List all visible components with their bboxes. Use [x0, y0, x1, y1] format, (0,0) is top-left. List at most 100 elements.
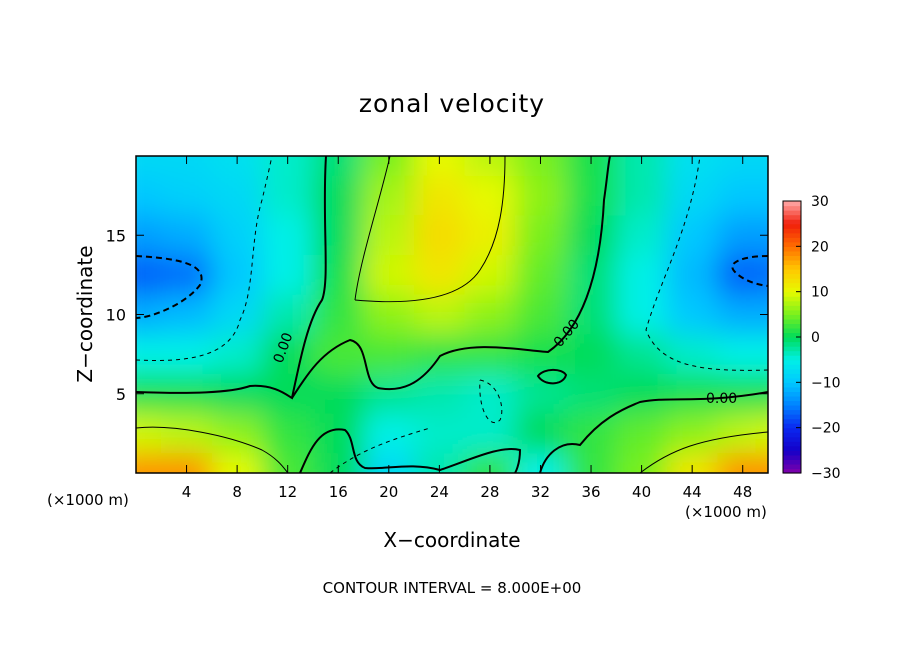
zero-contour-lower	[299, 428, 522, 473]
field-cell	[136, 156, 163, 177]
x-tick-label: 36	[581, 483, 600, 501]
positive-contour-lower-right	[639, 431, 768, 473]
field-cell	[262, 156, 314, 177]
x-tick-label: 4	[182, 483, 192, 501]
field-cell	[616, 334, 668, 375]
field-cell	[565, 453, 618, 473]
colorbar-swatch	[783, 309, 801, 315]
field-cell	[515, 255, 567, 296]
field-cell	[717, 334, 757, 375]
field-cell	[262, 373, 314, 415]
field-cell	[616, 413, 668, 455]
colorbar-swatch	[783, 395, 801, 402]
colorbar-swatch	[783, 259, 801, 266]
colorbar-swatch	[783, 264, 801, 270]
field-cell	[136, 334, 163, 375]
field-cell	[414, 175, 466, 217]
field-cell	[464, 294, 517, 336]
colorbar-swatch	[783, 332, 801, 338]
negative-contour-core-left	[136, 255, 203, 319]
field-cell	[414, 294, 466, 336]
field-cell	[515, 175, 567, 217]
field-cell	[363, 334, 416, 375]
field-cell	[717, 175, 757, 217]
x-tick-label: 8	[232, 483, 242, 501]
colorbar-swatch	[783, 210, 801, 216]
field-cell	[464, 334, 517, 375]
field-cell	[717, 294, 757, 336]
x-tick-label: 28	[480, 483, 499, 501]
y-tick-label: 10	[106, 306, 126, 325]
field-cell	[161, 413, 213, 455]
field-cell	[666, 255, 719, 296]
field-cell	[616, 255, 668, 296]
field-cell	[363, 175, 416, 217]
colorbar-swatch	[783, 432, 801, 438]
colorbar-swatch	[783, 409, 801, 415]
field-cell	[414, 373, 466, 415]
x-tick-label: 40	[632, 483, 651, 501]
field-cell	[262, 255, 314, 296]
colorbar-swatch	[783, 418, 801, 424]
colorbar-swatch	[783, 273, 801, 279]
colorbar-swatch	[783, 346, 801, 352]
colorbar-tick-label: 10	[811, 285, 829, 301]
field-cell	[136, 413, 163, 455]
contour-label-3: 0.00	[706, 391, 737, 407]
field-cell	[414, 334, 466, 375]
field-cell	[312, 215, 365, 257]
field-cell	[616, 215, 668, 257]
field-cell	[755, 175, 768, 217]
colorbar: 30 20 10 0 −10 −20 −30	[782, 194, 841, 482]
field-cell	[262, 413, 314, 455]
colorbar-swatch	[783, 291, 801, 297]
colorbar-swatch	[783, 423, 801, 429]
colorbar-swatch	[783, 223, 801, 229]
field-cell	[464, 453, 517, 473]
field-cell	[666, 453, 719, 473]
field-cell	[363, 255, 416, 296]
colorbar-swatch	[783, 300, 801, 306]
field-cell	[755, 255, 768, 296]
field-cell	[565, 215, 618, 257]
field-cell	[211, 255, 264, 296]
x-tick-label: 20	[379, 483, 398, 501]
field-cell	[161, 334, 213, 375]
x-tick-label: 44	[683, 483, 702, 501]
field-cell	[414, 413, 466, 455]
field-cell	[666, 156, 719, 177]
field-cell	[161, 373, 213, 415]
field-cell	[565, 294, 618, 336]
field-cell	[616, 294, 668, 336]
colorbar-tick-label: −30	[811, 466, 841, 482]
colorbar-swatch	[783, 278, 801, 284]
field-cell	[161, 156, 213, 177]
positive-contour-lower-left	[136, 426, 289, 473]
zero-contour-left	[136, 156, 327, 400]
velocity-field	[136, 156, 768, 473]
colorbar-swatch	[783, 400, 801, 406]
colorbar-swatch	[783, 341, 801, 347]
colorbar-swatch	[783, 205, 801, 211]
field-cell	[211, 156, 264, 177]
colorbar-tick-label: −20	[811, 421, 841, 437]
colorbar-tick-label: −10	[811, 375, 841, 391]
colorbar-tick-label: 0	[811, 330, 820, 346]
colorbar-swatch	[783, 364, 801, 370]
y-axis-ticks: 5 10 15	[106, 226, 768, 404]
negative-contour-right	[645, 156, 768, 371]
field-cell	[755, 413, 768, 455]
x-axis-unit-right: (×1000 m)	[685, 503, 767, 521]
field-cell	[414, 255, 466, 296]
field-cell	[666, 294, 719, 336]
colorbar-swatch	[783, 391, 801, 397]
y-tick-label: 5	[116, 385, 126, 404]
plot-area	[136, 156, 768, 473]
field-cell	[161, 255, 213, 296]
colorbar-swatch	[783, 405, 801, 411]
y-tick-label: 15	[106, 226, 126, 245]
positive-contour-upper	[354, 156, 506, 303]
chart-title: zonal velocity	[359, 89, 545, 118]
field-cell	[211, 373, 264, 415]
